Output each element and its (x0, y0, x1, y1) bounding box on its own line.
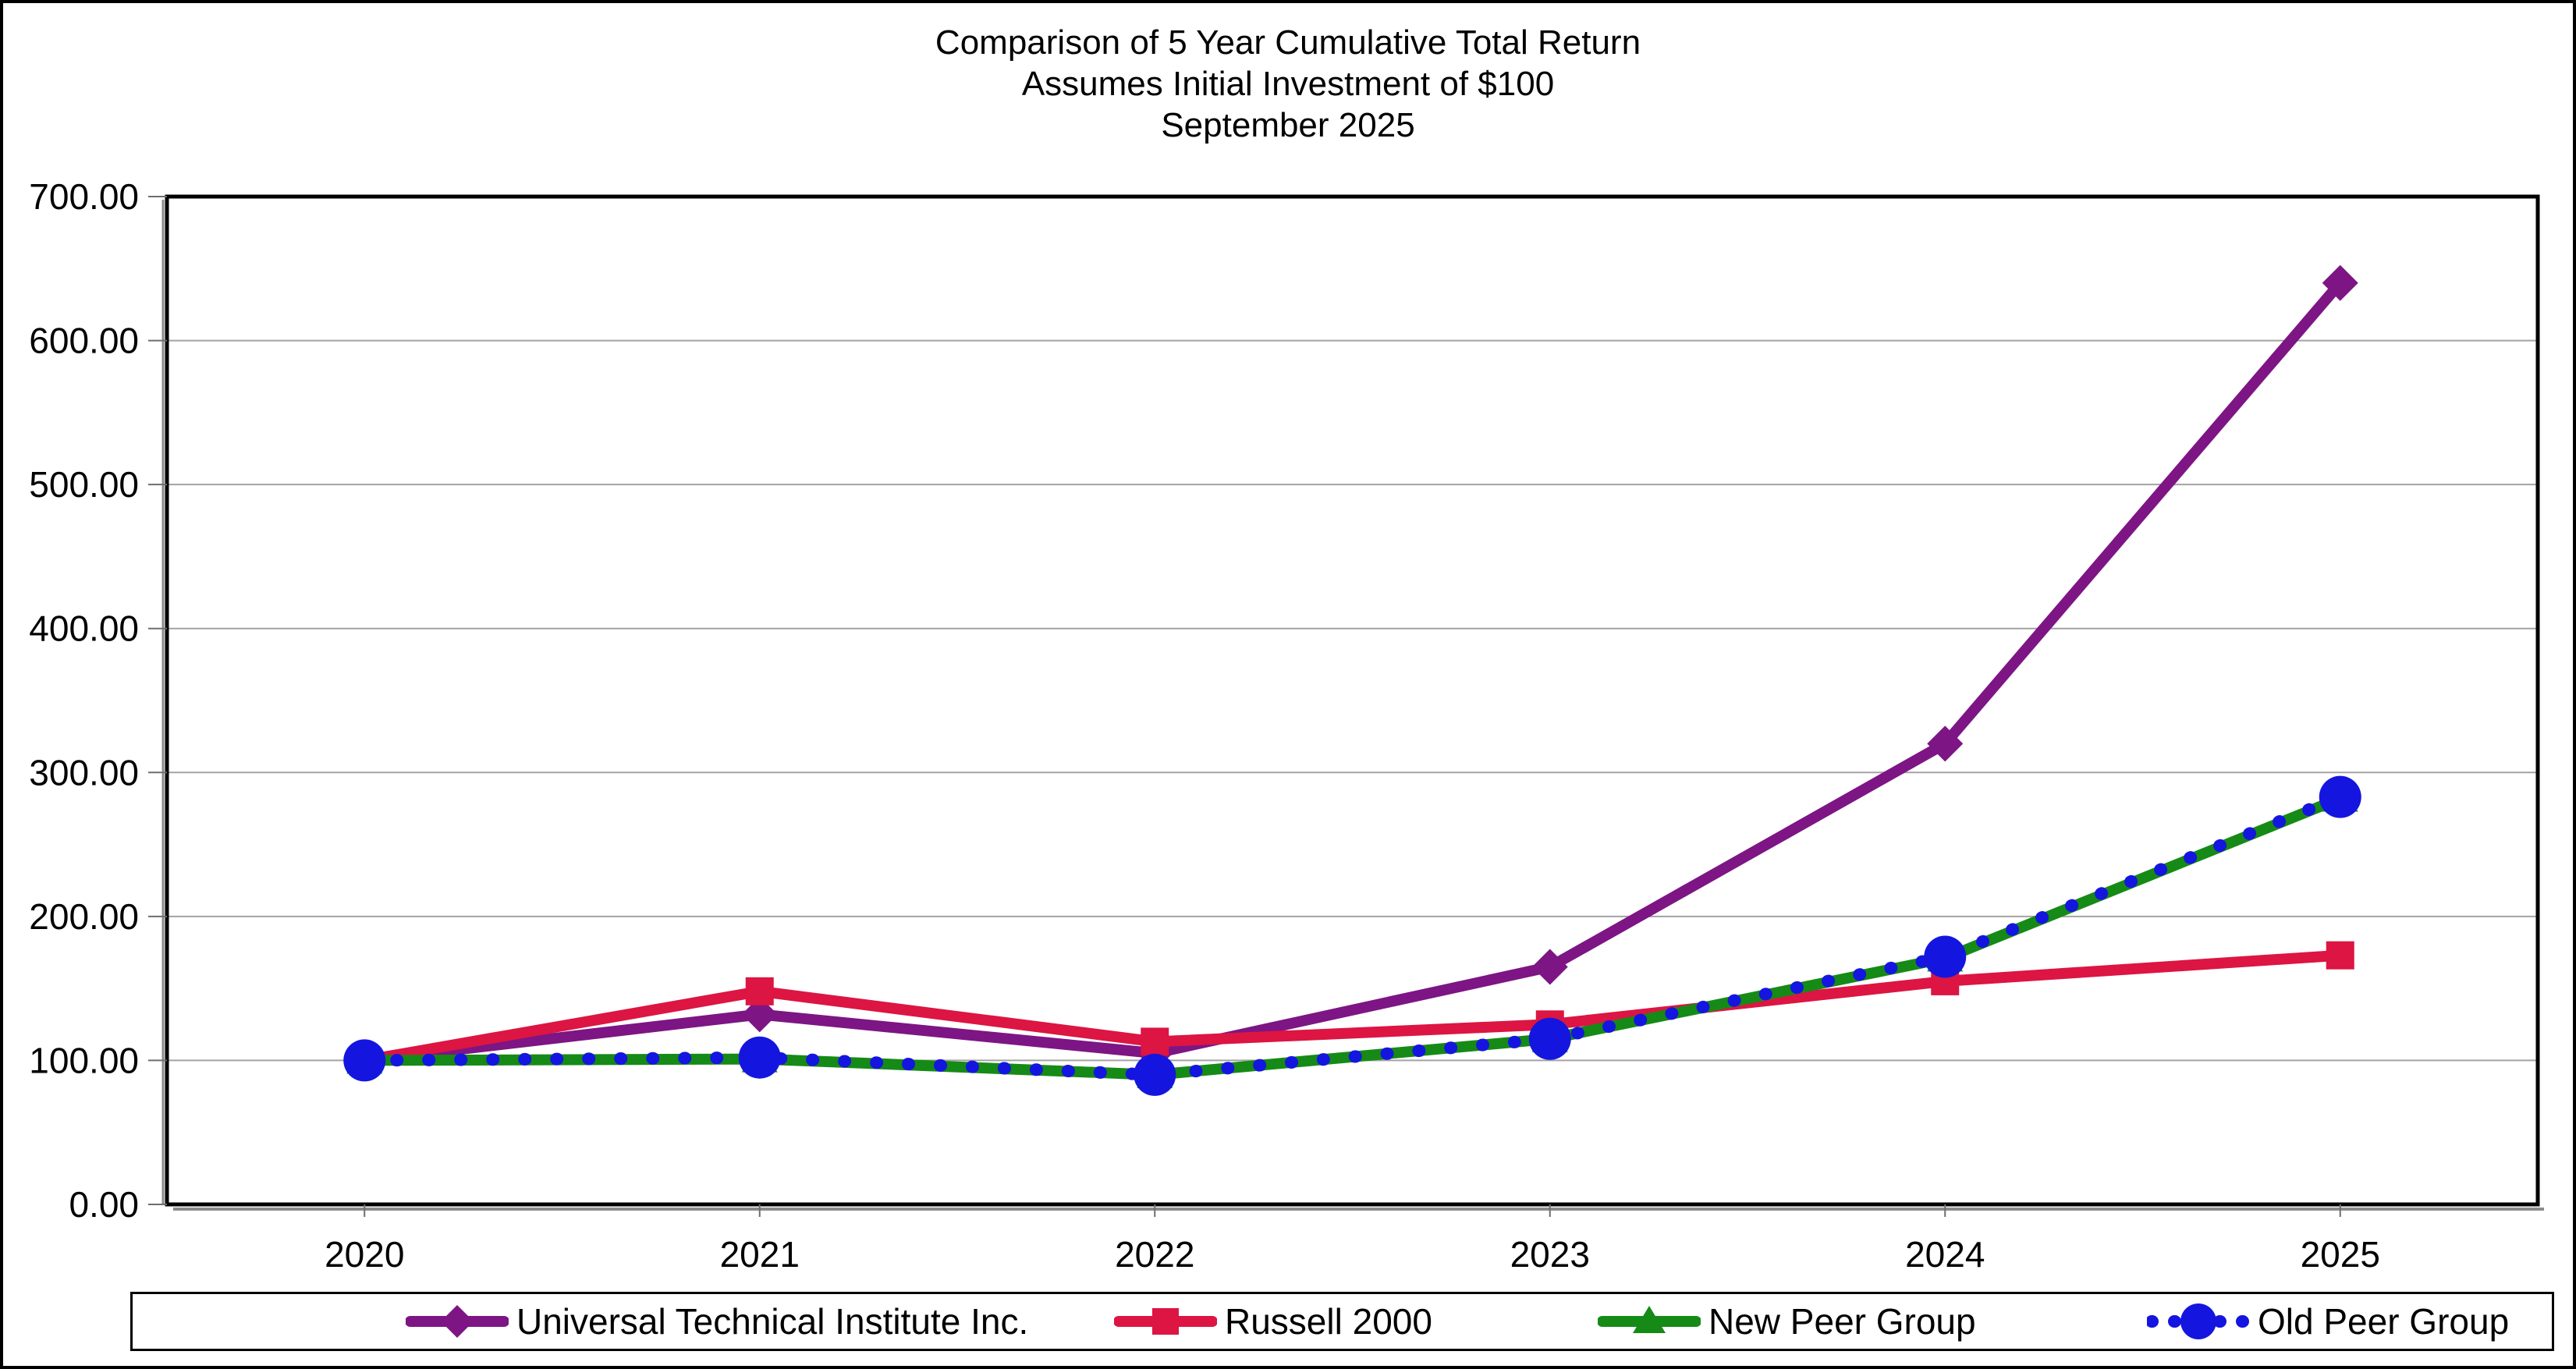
legend-entry-universal-technical-institute: Universal Technical Institute Inc. (406, 1294, 1028, 1349)
legend-marker-triangle-icon (1598, 1306, 1701, 1333)
legend-entry-new-peer-group: New Peer Group (1598, 1294, 1976, 1349)
legend-marker-diamond-icon (406, 1305, 509, 1338)
svg-text:700.00: 700.00 (29, 176, 139, 217)
chart-title-line-1: Comparison of 5 Year Cumulative Total Re… (935, 23, 1641, 62)
chart-title: Comparison of 5 Year Cumulative Total Re… (3, 22, 2573, 146)
legend-label: New Peer Group (1708, 1301, 1976, 1342)
chart-title-line-3: September 2025 (1161, 106, 1415, 144)
svg-text:400.00: 400.00 (29, 608, 139, 649)
legend-entry-russell-2000: Russell 2000 (1114, 1294, 1432, 1349)
svg-text:2021: 2021 (720, 1234, 800, 1275)
svg-text:0.00: 0.00 (69, 1184, 139, 1225)
svg-text:300.00: 300.00 (29, 752, 139, 793)
svg-text:600.00: 600.00 (29, 321, 139, 361)
svg-text:2022: 2022 (1115, 1234, 1194, 1275)
chart-legend: Universal Technical Institute Inc. Russe… (130, 1292, 2554, 1351)
svg-text:100.00: 100.00 (29, 1040, 139, 1080)
legend-entry-old-peer-group: Old Peer Group (2147, 1294, 2509, 1349)
svg-text:2023: 2023 (1510, 1234, 1590, 1275)
legend-marker-square-icon (1114, 1308, 1217, 1335)
svg-text:2020: 2020 (325, 1234, 404, 1275)
svg-text:200.00: 200.00 (29, 896, 139, 937)
legend-label: Old Peer Group (2258, 1301, 2510, 1342)
chart-title-line-2: Assumes Initial Investment of $100 (1021, 65, 1555, 103)
line-chart-plot: 0.00 100.00 200.00 300.00 400.00 500.00 600.00… (29, 176, 2544, 1275)
legend-label: Russell 2000 (1225, 1301, 1432, 1342)
svg-text:500.00: 500.00 (29, 464, 139, 505)
svg-text:2025: 2025 (2301, 1234, 2380, 1275)
legend-marker-circle-icon (2147, 1303, 2250, 1339)
legend-label: Universal Technical Institute Inc. (516, 1301, 1029, 1342)
svg-text:2024: 2024 (1905, 1234, 1985, 1275)
